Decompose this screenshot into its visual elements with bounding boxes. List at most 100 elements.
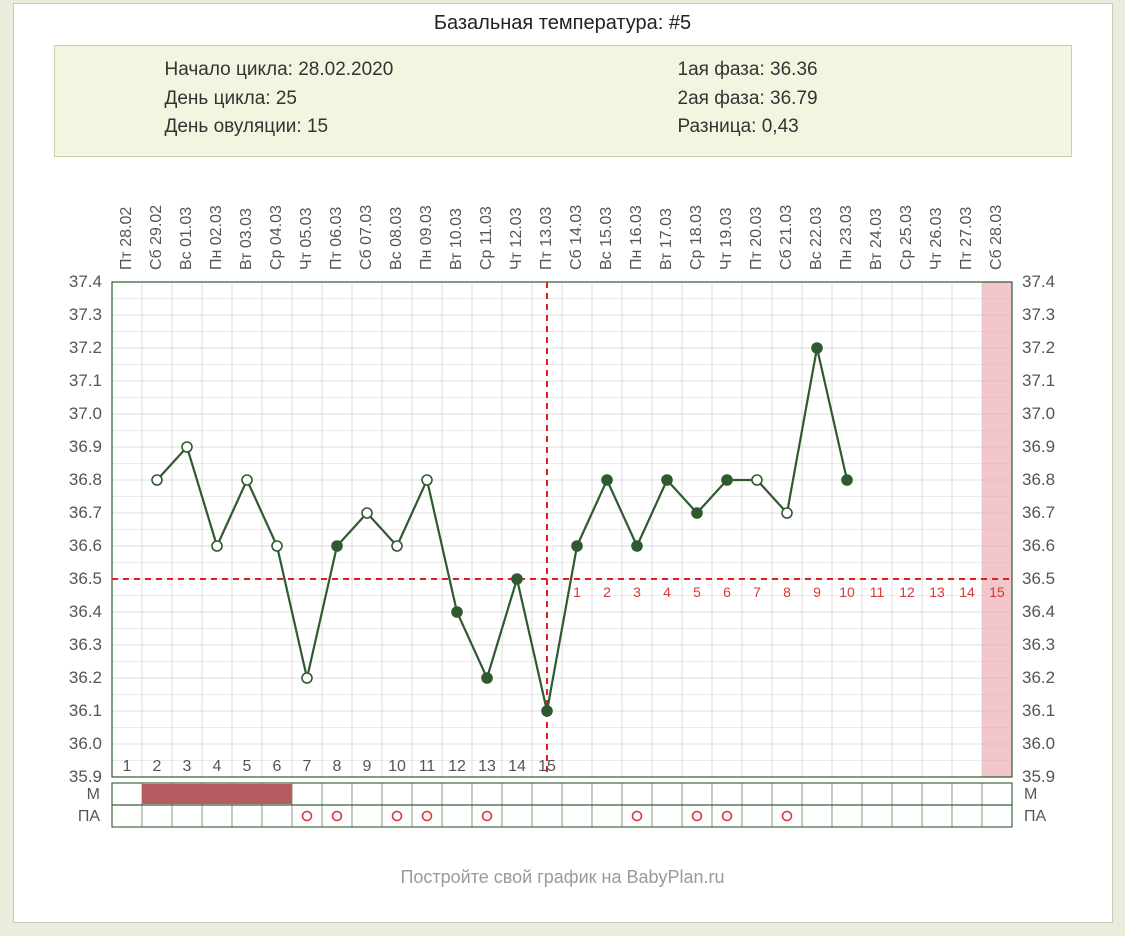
info-box: Начало цикла: 28.02.2020 День цикла: 25 … — [54, 45, 1072, 157]
pa-marker — [302, 811, 311, 820]
pa-marker — [332, 811, 341, 820]
y-tick-left: 37.3 — [68, 305, 101, 324]
temp-point — [362, 508, 372, 518]
date-label: Вс 01.03 — [178, 206, 195, 269]
y-tick-left: 36.0 — [68, 734, 101, 753]
y-tick-left: 35.9 — [68, 767, 101, 786]
cycle-day-number: 8 — [332, 758, 341, 775]
date-label: Ср 25.03 — [898, 204, 915, 269]
cycle-day-number: 8 — [783, 584, 791, 600]
y-tick-right: 36.4 — [1022, 602, 1055, 621]
y-tick-left: 37.0 — [68, 404, 101, 423]
cycle-day-number: 6 — [723, 584, 731, 600]
info-left-row3: День овуляции: 15 — [165, 113, 538, 142]
cycle-day-number: 1 — [122, 758, 131, 775]
y-tick-right: 36.2 — [1022, 668, 1055, 687]
temp-point — [782, 508, 792, 518]
date-label: Ср 11.03 — [478, 206, 495, 270]
cycle-day-number: 3 — [633, 584, 641, 600]
date-label: Пт 27.03 — [958, 206, 975, 269]
y-tick-right: 36.8 — [1022, 470, 1055, 489]
pa-marker — [632, 811, 641, 820]
bbt-chart: 37.437.437.337.337.237.237.137.137.037.0… — [42, 167, 1082, 857]
date-label: Ср 04.03 — [268, 204, 285, 269]
temp-point — [182, 442, 192, 452]
temp-point — [482, 673, 492, 683]
date-label: Вт 24.03 — [868, 207, 885, 269]
chart-panel: Базальная температура: #5 Начало цикла: … — [13, 3, 1113, 923]
temp-point — [722, 475, 732, 485]
temp-point — [692, 508, 702, 518]
y-tick-right: 36.3 — [1022, 635, 1055, 654]
info-left-row1: Начало цикла: 28.02.2020 — [165, 56, 538, 85]
row-pa-label-right: ПА — [1024, 808, 1047, 825]
y-tick-left: 36.9 — [68, 437, 101, 456]
info-left-row1-value: 28.02.2020 — [298, 59, 393, 80]
date-label: Пн 09.03 — [418, 205, 435, 270]
date-label: Сб 21.03 — [778, 204, 795, 269]
cycle-day-number: 10 — [388, 758, 406, 775]
temp-point — [842, 475, 852, 485]
date-label: Вс 22.03 — [808, 206, 825, 269]
info-right-row1-value: 36.36 — [770, 59, 818, 80]
y-tick-left: 36.8 — [68, 470, 101, 489]
info-col-left: Начало цикла: 28.02.2020 День цикла: 25 … — [75, 56, 538, 142]
date-label: Чт 12.03 — [508, 207, 525, 270]
date-label: Пн 16.03 — [628, 205, 645, 270]
temp-point — [512, 574, 522, 584]
pa-marker — [482, 811, 491, 820]
y-tick-right: 37.2 — [1022, 338, 1055, 357]
info-left-row3-label: День овуляции: — [165, 116, 302, 137]
y-tick-right: 36.7 — [1022, 503, 1055, 522]
cycle-day-number: 4 — [663, 584, 671, 600]
info-left-row1-label: Начало цикла: — [165, 59, 293, 80]
temp-point — [332, 541, 342, 551]
cycle-day-number: 5 — [242, 758, 251, 775]
cycle-day-number: 15 — [538, 758, 556, 775]
temp-point — [572, 541, 582, 551]
temp-point — [542, 706, 552, 716]
temp-point — [242, 475, 252, 485]
y-tick-left: 36.2 — [68, 668, 101, 687]
info-right-row3: Разница: 0,43 — [678, 113, 1051, 142]
cycle-day-number: 9 — [362, 758, 371, 775]
temp-point — [602, 475, 612, 485]
chart-title: Базальная температура: #5 — [14, 4, 1112, 41]
y-tick-left: 36.3 — [68, 635, 101, 654]
temp-point — [302, 673, 312, 683]
pa-marker — [692, 811, 701, 820]
chart-holder: 37.437.437.337.337.237.237.137.137.037.0… — [42, 167, 1084, 857]
temp-point — [152, 475, 162, 485]
y-tick-right: 36.5 — [1022, 569, 1055, 588]
info-left-row3-value: 15 — [307, 116, 328, 137]
cycle-day-number: 5 — [693, 584, 701, 600]
temp-point — [812, 343, 822, 353]
y-tick-right: 36.1 — [1022, 701, 1055, 720]
date-label: Чт 05.03 — [298, 207, 315, 270]
info-right-row2-value: 36.79 — [770, 88, 818, 109]
temp-point — [662, 475, 672, 485]
temp-point — [272, 541, 282, 551]
y-tick-left: 36.7 — [68, 503, 101, 522]
row-m-label-left: М — [86, 786, 99, 803]
cycle-day-number: 11 — [869, 584, 884, 600]
y-tick-left: 36.6 — [68, 536, 101, 555]
temp-point — [392, 541, 402, 551]
footer-text: Постройте свой график на BabyPlan.ru — [14, 867, 1112, 888]
cycle-day-number: 7 — [302, 758, 311, 775]
info-left-row2: День цикла: 25 — [165, 85, 538, 114]
temp-point — [422, 475, 432, 485]
row-m-label-right: М — [1024, 786, 1037, 803]
y-tick-left: 37.4 — [68, 272, 101, 291]
date-label: Вс 08.03 — [388, 206, 405, 269]
info-left-row2-label: День цикла: — [165, 88, 271, 109]
page-background: Базальная температура: #5 Начало цикла: … — [0, 0, 1125, 936]
date-label: Пн 02.03 — [208, 205, 225, 270]
date-label: Сб 14.03 — [568, 204, 585, 269]
cycle-day-number: 13 — [478, 758, 496, 775]
pa-marker — [392, 811, 401, 820]
date-label: Ср 18.03 — [688, 204, 705, 269]
menses-fill — [142, 784, 292, 804]
y-tick-right: 36.9 — [1022, 437, 1055, 456]
info-right-row1-label: 1ая фаза: — [678, 59, 765, 80]
